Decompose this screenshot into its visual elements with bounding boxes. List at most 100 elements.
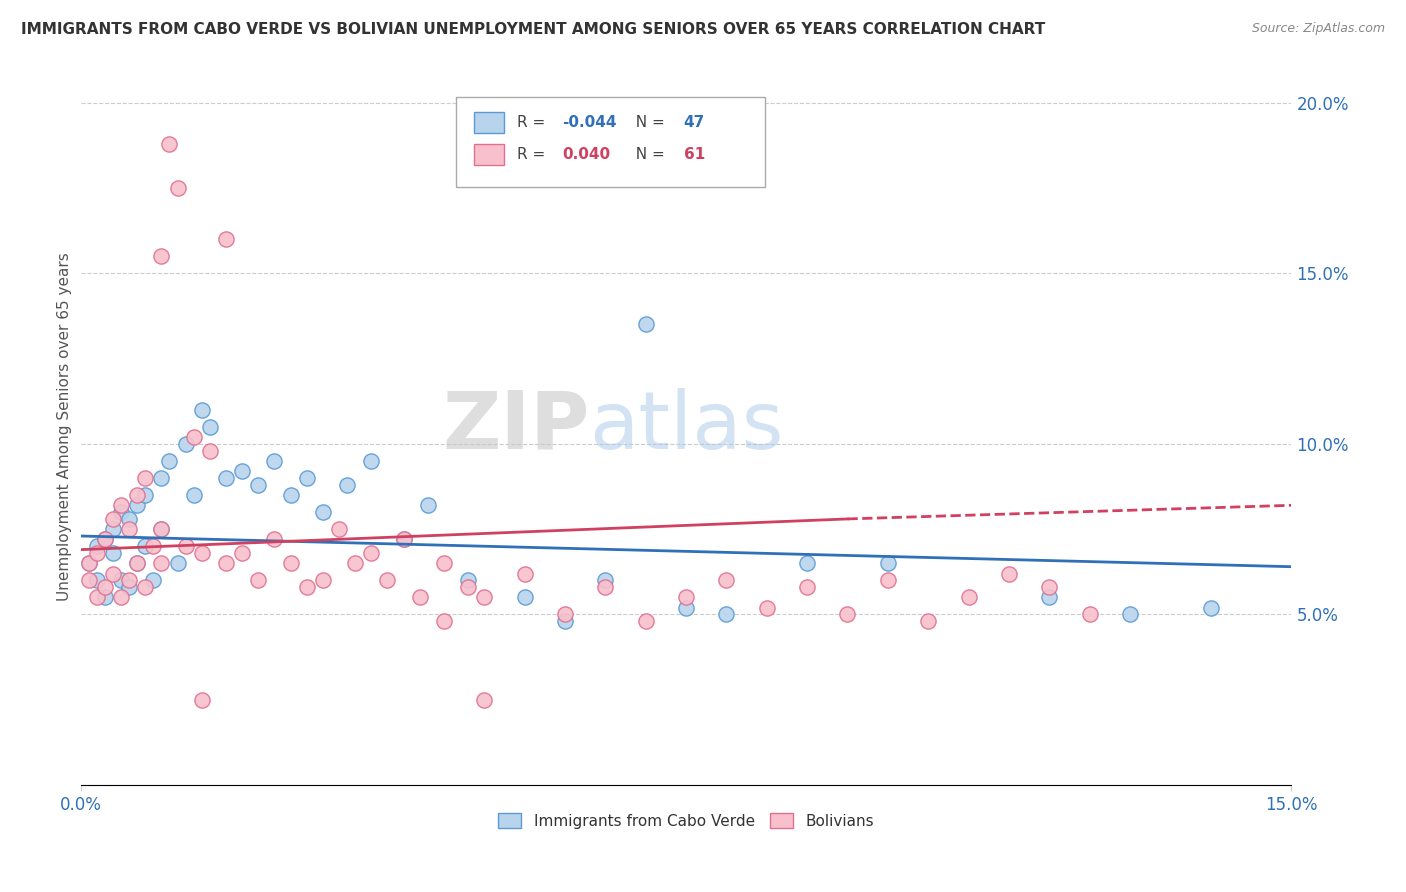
Point [312,505,335,519]
Point [998,566,1021,581]
Point [215,471,238,485]
Point [716,574,738,588]
Point [86,591,108,605]
Point [127,556,149,570]
Point [675,591,697,605]
Point [174,437,197,451]
Point [472,591,495,605]
Point [328,522,350,536]
Point [716,607,738,622]
Point [876,574,898,588]
Point [392,533,415,547]
Point [142,539,165,553]
Point [190,402,212,417]
Bar [474,112,505,133]
Point [94,533,117,547]
Point [231,464,253,478]
Text: N =: N = [626,147,669,162]
Point [86,574,108,588]
Point [198,443,221,458]
Text: 47: 47 [683,115,704,129]
Point [247,574,270,588]
Point [796,580,818,594]
Point [280,556,302,570]
Point [159,454,181,468]
Point [433,615,456,629]
Point [457,574,479,588]
Point [336,478,359,492]
Point [360,546,382,560]
Point [263,533,285,547]
Point [554,615,576,629]
Point [957,591,980,605]
Point [77,556,100,570]
Point [86,539,108,553]
Point [94,580,117,594]
Text: IMMIGRANTS FROM CABO VERDE VS BOLIVIAN UNEMPLOYMENT AMONG SENIORS OVER 65 YEARS : IMMIGRANTS FROM CABO VERDE VS BOLIVIAN U… [21,22,1045,37]
Point [198,419,221,434]
Point [118,512,141,526]
Point [166,556,188,570]
Point [392,533,415,547]
Point [215,556,238,570]
Point [101,546,124,560]
Point [190,546,212,560]
Point [101,512,124,526]
Text: R =: R = [516,147,550,162]
Point [127,488,149,502]
Point [634,318,657,332]
Point [110,498,132,512]
Point [295,471,318,485]
Point [134,539,156,553]
Point [215,232,238,246]
Text: 61: 61 [683,147,704,162]
Point [755,600,778,615]
Point [134,580,156,594]
Point [101,566,124,581]
Point [110,505,132,519]
Point [134,488,156,502]
Point [110,591,132,605]
Point [118,580,141,594]
Point [118,574,141,588]
Point [183,488,205,502]
Text: Source: ZipAtlas.com: Source: ZipAtlas.com [1251,22,1385,36]
Point [837,607,859,622]
Point [183,430,205,444]
Point [344,556,367,570]
Point [159,136,181,151]
Point [634,615,657,629]
Point [263,454,285,468]
Point [472,693,495,707]
Point [166,181,188,195]
Point [295,580,318,594]
Point [876,556,898,570]
Point [231,546,253,560]
Point [142,574,165,588]
Point [917,615,939,629]
Point [77,556,100,570]
Point [675,600,697,615]
Point [94,533,117,547]
Point [513,566,536,581]
Point [513,591,536,605]
Point [1078,607,1101,622]
Point [1038,580,1060,594]
Text: ZIP: ZIP [441,388,589,466]
Point [360,454,382,468]
Y-axis label: Unemployment Among Seniors over 65 years: Unemployment Among Seniors over 65 years [58,252,72,601]
Point [457,580,479,594]
Point [127,556,149,570]
Point [127,498,149,512]
Point [247,478,270,492]
Point [150,522,173,536]
Point [86,546,108,560]
Bar [474,144,505,165]
Point [1038,591,1060,605]
Point [77,574,100,588]
Point [118,522,141,536]
Point [174,539,197,553]
Point [433,556,456,570]
Point [1199,600,1222,615]
Text: -0.044: -0.044 [562,115,617,129]
